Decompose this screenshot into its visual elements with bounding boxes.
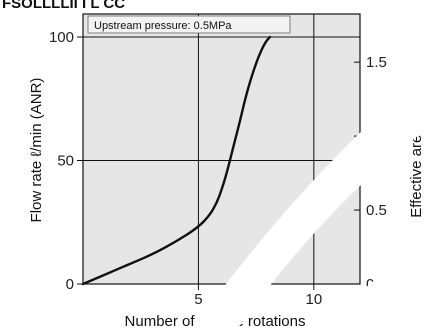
annotation-box	[87, 15, 291, 34]
white-cut-lower	[318, 240, 431, 332]
x-tick-label: 5	[194, 291, 202, 308]
y2-tick-label: 1.5	[366, 54, 387, 71]
y-tick-label: 0	[66, 276, 74, 293]
flow-rate-line	[81, 35, 272, 286]
y-axis-label: Flow rate ℓ/min (ANR)	[28, 78, 45, 223]
header-text: FSOLLLLII I L CC	[2, 0, 125, 12]
white-cut-upper	[190, 80, 431, 332]
chart-annotation: Upstream pressure: 0.5MPa	[94, 20, 232, 32]
y2-tick-label: 0.5	[366, 202, 387, 219]
plot-area	[82, 13, 361, 285]
y-tick-label: 50	[57, 153, 74, 170]
series-layer	[81, 35, 272, 286]
axis-ticks	[77, 36, 360, 290]
y-tick-label: 100	[49, 29, 74, 46]
grid	[83, 14, 360, 284]
x-tick-label: 10	[305, 291, 322, 308]
